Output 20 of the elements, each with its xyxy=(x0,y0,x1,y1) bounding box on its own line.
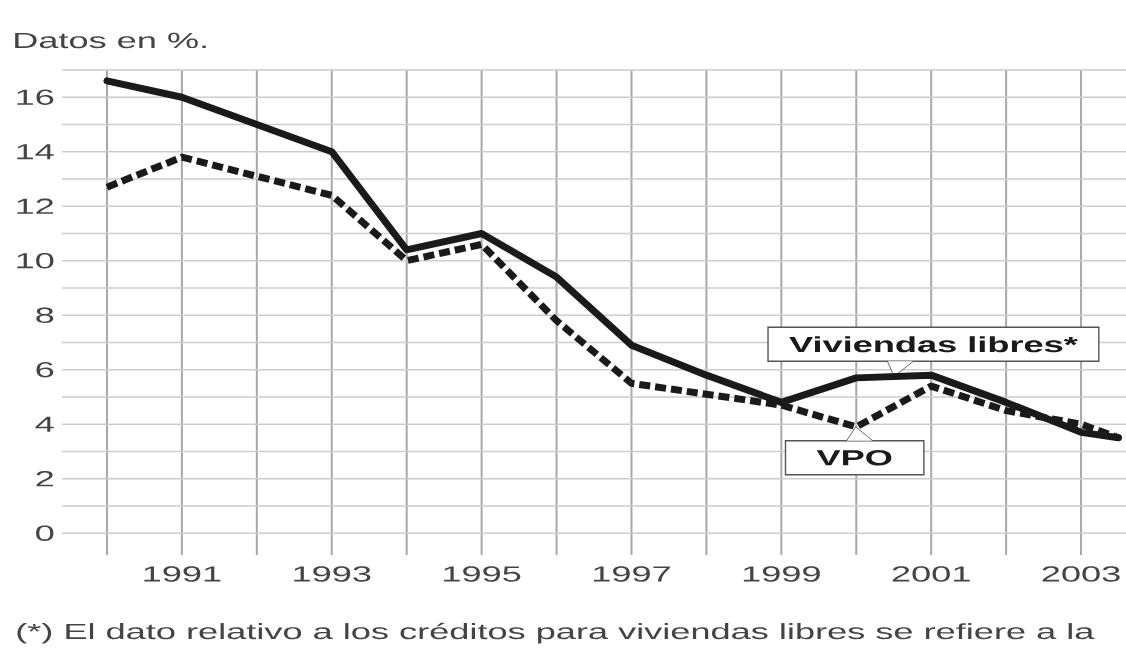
y-tick-label: 4 xyxy=(35,416,54,432)
y-tick-label: 16 xyxy=(17,89,54,105)
x-tick-label: 1991 xyxy=(144,566,221,582)
series-label: Viviendas libres* xyxy=(789,336,1078,353)
x-tick-label: 1999 xyxy=(743,566,820,582)
y-axis-title: Datos en %. xyxy=(15,32,206,49)
x-tick-label: 2001 xyxy=(892,566,970,582)
y-tick-label: 6 xyxy=(36,361,54,378)
y-tick-label: 2 xyxy=(36,471,53,487)
y-tick-label: 12 xyxy=(17,198,53,214)
series-label: VPO xyxy=(816,449,892,466)
y-tick-label: 8 xyxy=(36,307,54,323)
x-tick-label: 1995 xyxy=(444,566,521,582)
x-tick-label: 2003 xyxy=(1042,566,1120,582)
x-tick-label: 1993 xyxy=(294,566,371,582)
y-tick-label: 0 xyxy=(36,525,54,541)
y-tick-label: 10 xyxy=(17,252,54,269)
text: (*) El dato relativo a los créditos para viviendas libres se refiere a la xyxy=(17,622,1095,644)
y-tick-label: 14 xyxy=(17,144,54,160)
x-tick-label: 1997 xyxy=(594,566,670,582)
